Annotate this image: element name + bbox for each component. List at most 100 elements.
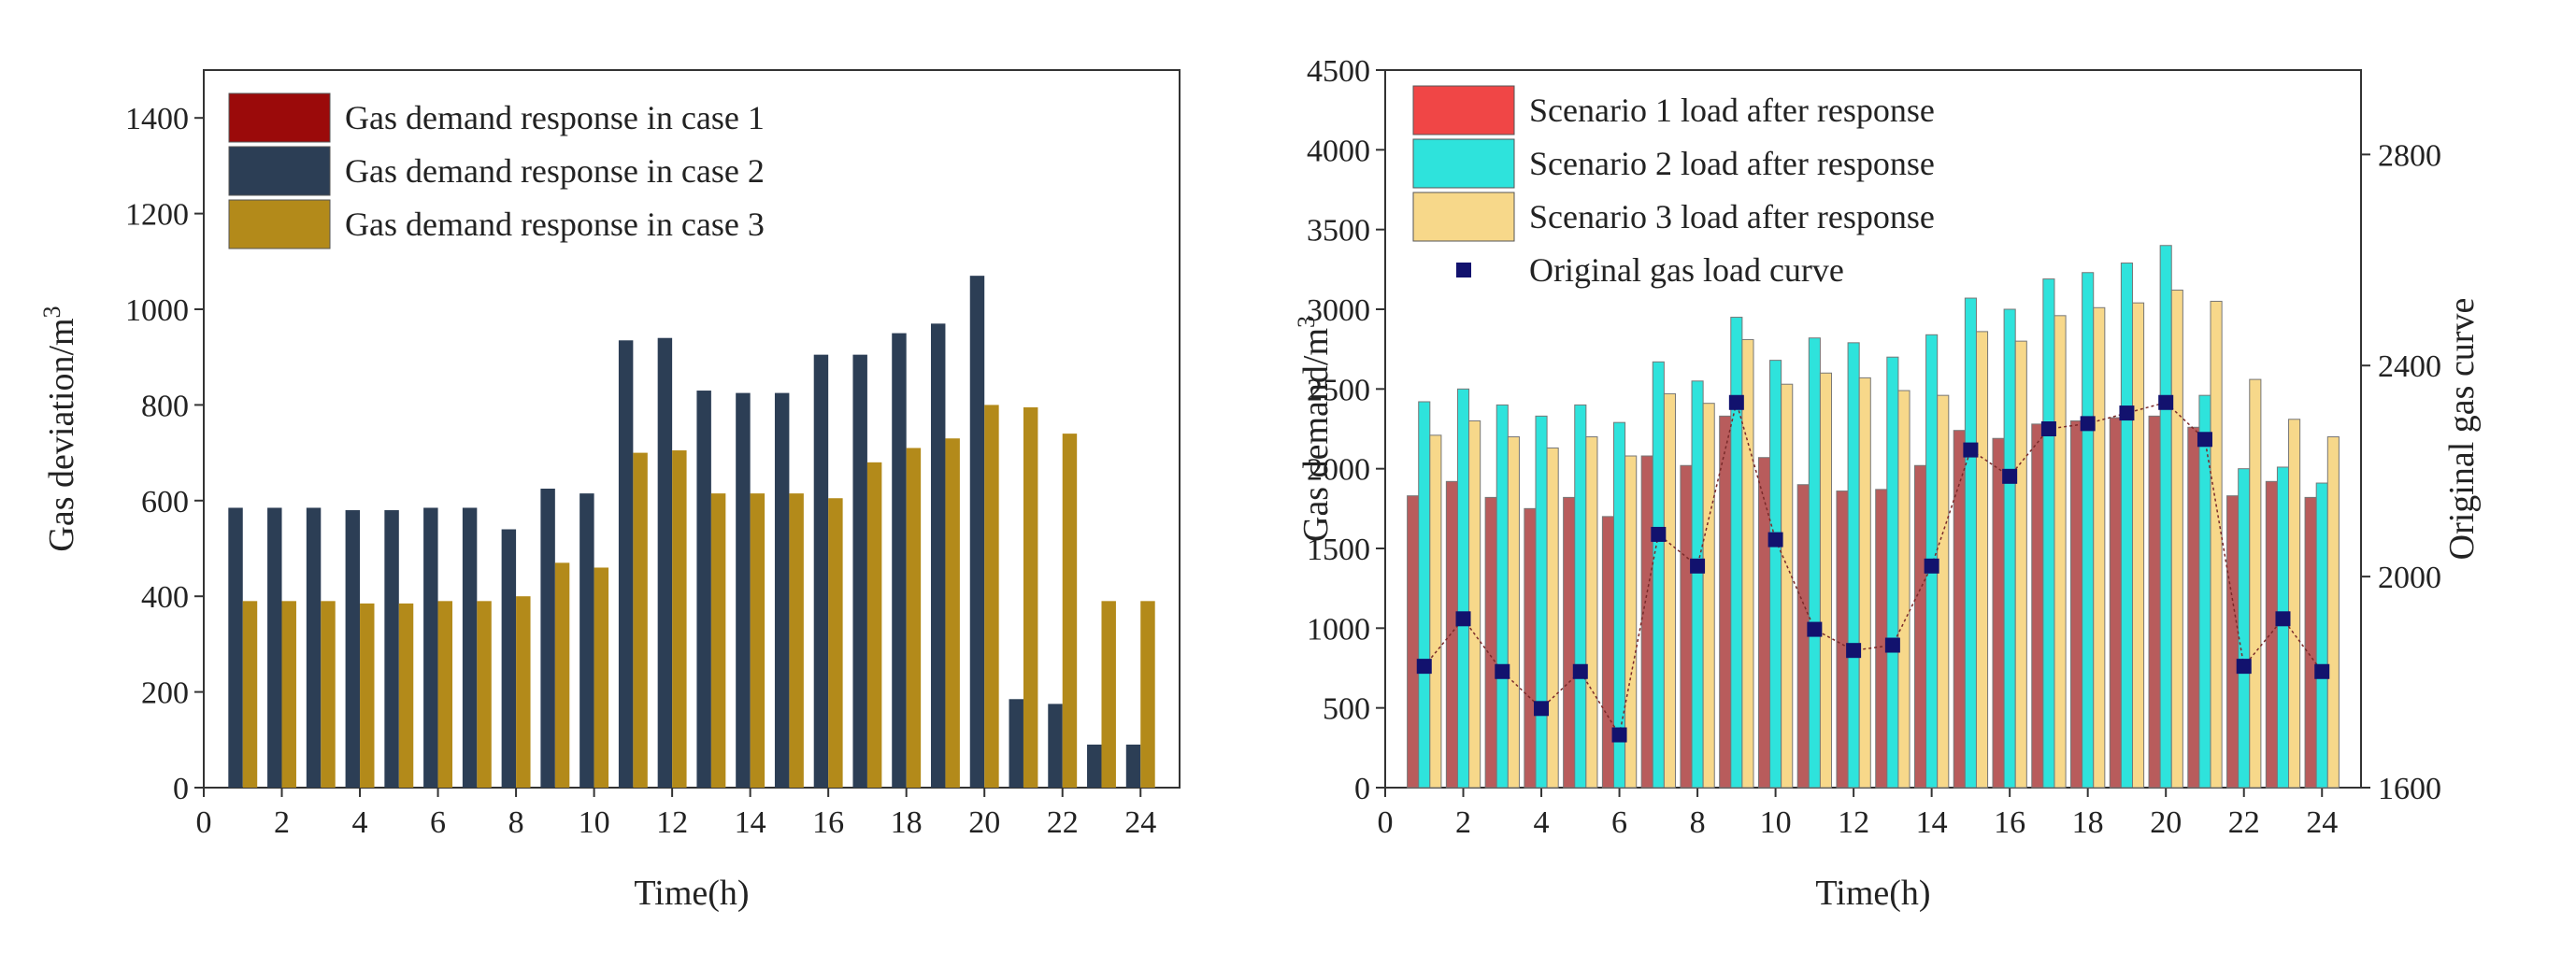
bar-3 xyxy=(1507,436,1520,789)
bar-2 xyxy=(736,392,751,788)
bar-3 xyxy=(750,493,766,788)
x-tick-label: 14 xyxy=(735,805,766,840)
x-tick-label: 6 xyxy=(430,805,446,840)
bar-2 xyxy=(813,354,829,788)
marker-original-gas-load xyxy=(2119,405,2135,421)
bar-1 xyxy=(1601,516,1615,789)
legend-swatch-2 xyxy=(228,146,331,196)
bar-1 xyxy=(1563,496,1576,789)
bar-1 xyxy=(1913,464,1927,789)
y-tick-label: 4000 xyxy=(1307,134,1370,168)
bar-1 xyxy=(2265,480,2278,789)
bar-1 xyxy=(2226,495,2240,789)
bar-1 xyxy=(1953,430,1966,789)
bar-2 xyxy=(1964,297,1977,789)
x-tick-label: 24 xyxy=(2306,805,2338,840)
x-axis-title: Time(h) xyxy=(634,874,749,913)
x-tick-label: 24 xyxy=(1124,805,1156,840)
bar-3 xyxy=(398,603,414,788)
bar-3 xyxy=(906,448,922,788)
legend-label-2: Gas demand response in case 2 xyxy=(345,152,765,190)
x-tick-label: 20 xyxy=(968,805,1000,840)
legend-label-3: Scenario 3 load after response xyxy=(1529,198,1935,235)
legend: Gas demand response in case 1 Gas demand … xyxy=(228,92,765,249)
bar-3 xyxy=(281,601,296,788)
bar-2 xyxy=(892,333,907,788)
x-tick-label: 16 xyxy=(812,805,844,840)
bar-2 xyxy=(580,493,594,788)
x-tick-label: 14 xyxy=(1916,805,1948,840)
marker-original-gas-load xyxy=(2314,663,2330,679)
bar-1 xyxy=(2187,426,2200,789)
bar-3 xyxy=(2326,436,2340,789)
y-tick-label: 2000 xyxy=(1307,453,1370,488)
marker-original-gas-load xyxy=(1924,558,1939,574)
legend-label-1: Scenario 1 load after response xyxy=(1529,92,1935,129)
legend-swatch-3 xyxy=(1412,192,1515,242)
y-tick-label: 4500 xyxy=(1307,54,1370,89)
bar-2 xyxy=(930,323,946,788)
bar-3 xyxy=(945,438,960,788)
marker-original-gas-load xyxy=(2275,611,2291,627)
bar-3 xyxy=(1937,394,1950,789)
chart-gas-demand: 0 2 4 6 8 10 12 14 16 18 20 22 240500100015002000250… xyxy=(1293,54,2482,913)
marker-original-gas-load xyxy=(1651,526,1667,542)
legend-swatch-4 xyxy=(1456,263,1471,277)
bar-3 xyxy=(321,601,336,788)
bar-2 xyxy=(267,507,282,788)
y-tick-label: 2500 xyxy=(1307,373,1370,407)
marker-original-gas-load xyxy=(1611,727,1627,743)
marker-original-gas-load xyxy=(1416,659,1432,675)
bar-3 xyxy=(1663,392,1676,789)
x-tick-label: 10 xyxy=(579,805,610,840)
marker-original-gas-load xyxy=(2040,421,2056,436)
bar-1 xyxy=(1836,491,1849,789)
x-tick-label: 6 xyxy=(1611,805,1627,840)
marker-original-gas-load xyxy=(1963,442,1979,458)
bar-1 xyxy=(1992,437,2005,789)
y-tick-label: 3500 xyxy=(1307,214,1370,249)
bar-3 xyxy=(633,452,648,788)
legend-swatch-2 xyxy=(1412,138,1515,189)
bar-2 xyxy=(306,507,322,788)
bar-3 xyxy=(1781,383,1794,789)
bar-1 xyxy=(2148,415,2161,789)
y-axis-title: Gas deviation/m3 xyxy=(38,306,81,551)
bar-1 xyxy=(1445,480,1458,789)
bar-3 xyxy=(1702,403,1715,789)
bar-2 xyxy=(1125,744,1141,788)
bar-1 xyxy=(2109,417,2122,789)
y-axis-title-text: Gas deviation/m xyxy=(42,318,81,551)
bar-2 xyxy=(618,340,634,788)
y-tick-label: 1000 xyxy=(125,293,189,328)
legend-label-1: Gas demand response in case 1 xyxy=(345,99,765,136)
legend-label-2: Scenario 2 load after response xyxy=(1529,145,1935,182)
bar-2 xyxy=(2315,482,2328,789)
x-tick-label: 18 xyxy=(891,805,923,840)
bar-3 xyxy=(516,596,531,788)
bar-2 xyxy=(1418,401,1431,789)
bar-2 xyxy=(423,507,438,788)
bar-2 xyxy=(1652,361,1665,789)
x-tick-label: 4 xyxy=(352,805,368,840)
bar-3 xyxy=(1023,406,1038,788)
x-tick-label: 2 xyxy=(1455,805,1471,840)
bar-3 xyxy=(594,567,609,788)
bar-2 xyxy=(1535,415,1548,789)
plot-frame xyxy=(1384,69,2362,789)
x-tick-label: 8 xyxy=(1690,805,1706,840)
marker-original-gas-load xyxy=(1534,701,1550,717)
y-tick-label: 1000 xyxy=(1307,612,1370,647)
bar-3 xyxy=(360,603,375,788)
bar-3 xyxy=(477,601,492,788)
bar-3 xyxy=(1468,420,1481,789)
bar-2 xyxy=(1886,356,1899,789)
legend-swatch-1 xyxy=(1412,85,1515,135)
bar-3 xyxy=(1819,372,1833,789)
x-tick-label: 0 xyxy=(196,805,212,840)
y2-tick-label: 2800 xyxy=(2378,138,2441,173)
line-original-gas-load xyxy=(1424,399,2323,737)
x-tick-label: 10 xyxy=(1760,805,1792,840)
bar-2 xyxy=(2238,468,2251,789)
y-axis-title-superscript: 3 xyxy=(38,306,65,318)
